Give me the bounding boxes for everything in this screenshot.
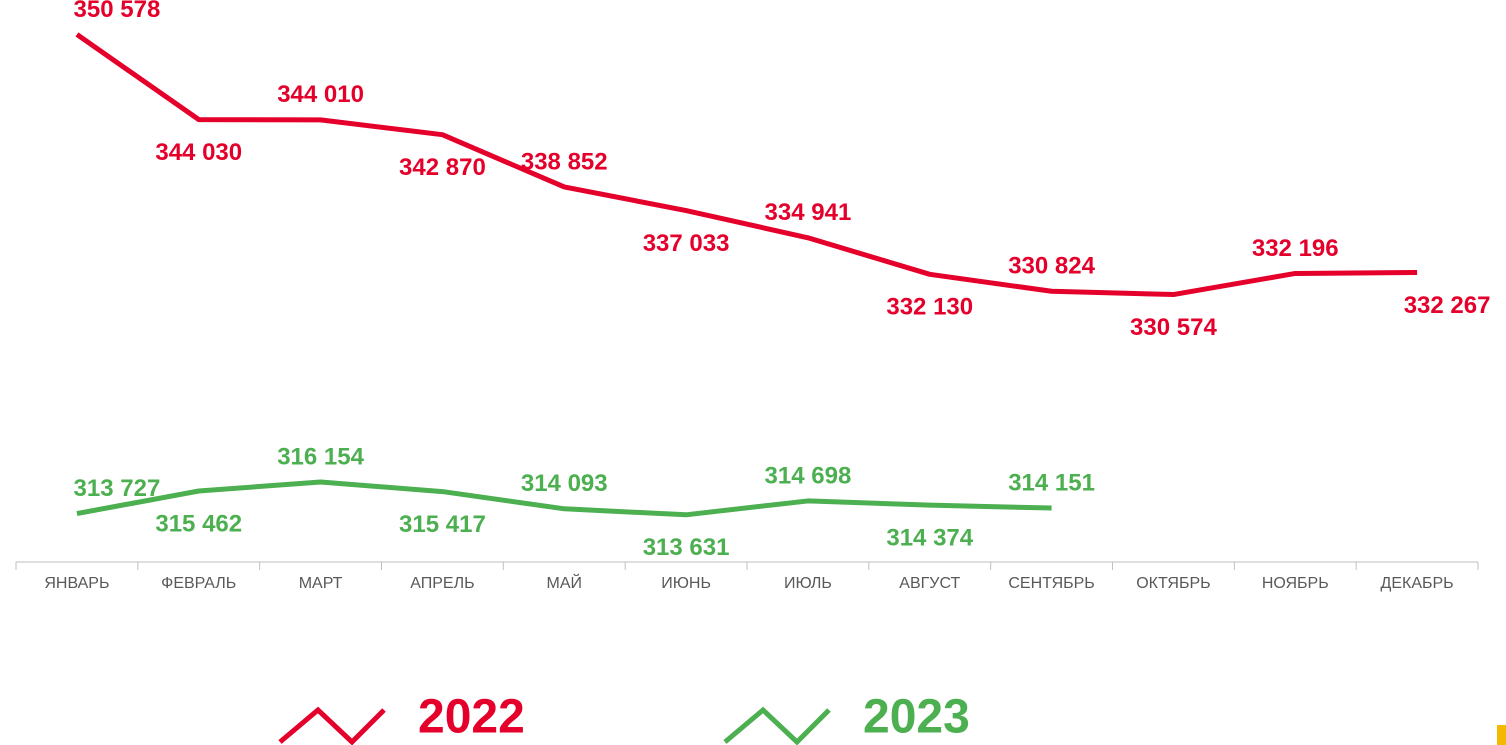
x-tick-label: АПРЕЛЬ [410, 575, 474, 592]
x-tick-label: ДЕКАБРЬ [1380, 575, 1453, 592]
legend-label: 2022 [418, 691, 525, 744]
x-tick-label: НОЯБРЬ [1262, 575, 1329, 592]
data-label: 313 631 [643, 534, 730, 561]
data-label: 332 130 [886, 294, 973, 321]
data-label: 337 033 [643, 230, 730, 257]
data-label: 314 093 [521, 470, 608, 497]
data-label: 330 824 [1008, 253, 1095, 280]
corner-decoration [1497, 725, 1506, 745]
data-label: 332 196 [1252, 235, 1339, 262]
data-label: 316 154 [277, 443, 364, 470]
data-label: 338 852 [521, 148, 608, 175]
x-tick-label: ОКТЯБРЬ [1136, 575, 1210, 592]
series-line [76, 479, 1052, 518]
data-label: 342 870 [399, 154, 486, 181]
data-label: 344 030 [155, 139, 242, 166]
legend-icon [723, 706, 831, 745]
x-tick-label: МАРТ [299, 575, 343, 592]
x-tick-label: МАЙ [547, 573, 583, 592]
x-tick-label: ИЮНЬ [661, 575, 711, 592]
data-label: 313 727 [74, 475, 161, 502]
x-tick-label: СЕНТЯБРЬ [1008, 575, 1094, 592]
data-label: 314 374 [886, 524, 973, 551]
legend: 2022 2023 [278, 691, 970, 745]
legend-icon [278, 706, 386, 745]
legend-label: 2023 [863, 691, 970, 744]
x-tick-label: ЯНВАРЬ [44, 575, 109, 592]
data-label: 314 698 [765, 462, 852, 489]
x-tick-label: ИЮЛЬ [784, 575, 832, 592]
x-tick-label: ФЕВРАЛЬ [161, 575, 236, 592]
data-label: 315 417 [399, 511, 486, 538]
data-label: 344 010 [277, 81, 364, 108]
data-label: 350 578 [74, 0, 161, 23]
data-label: 332 267 [1404, 292, 1491, 319]
data-label: 314 151 [1008, 469, 1095, 496]
data-label: 334 941 [765, 199, 852, 226]
series-line [75, 32, 1418, 298]
data-label: 330 574 [1130, 314, 1217, 341]
x-tick-label: АВГУСТ [899, 575, 960, 592]
data-label: 315 462 [155, 510, 242, 537]
